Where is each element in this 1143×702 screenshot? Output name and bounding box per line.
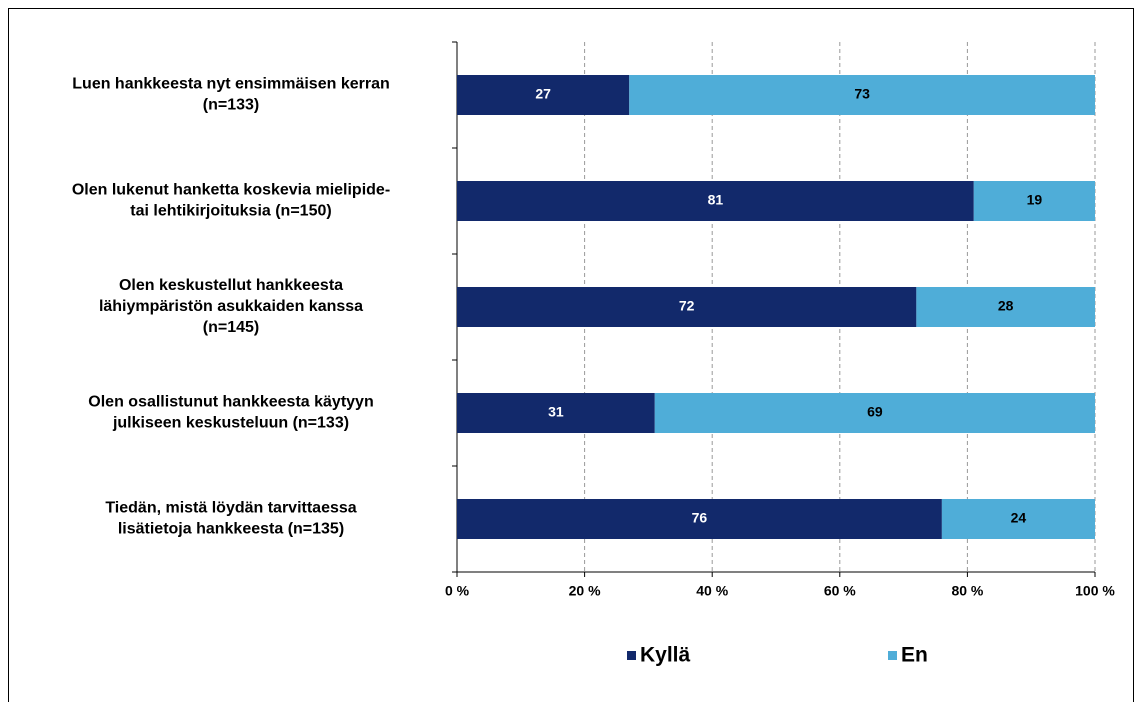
bar-segment [916, 287, 1095, 327]
data-label: 27 [535, 86, 551, 102]
bar-segment [973, 181, 1095, 221]
bar-segment [941, 499, 1095, 539]
bar-segment [457, 181, 974, 221]
legend-swatch [888, 651, 897, 660]
legend-swatch [627, 651, 636, 660]
x-tick-label: 100 % [1075, 583, 1115, 599]
category-label: Olen lukenut hanketta koskevia mielipide… [72, 182, 390, 199]
bar-segment [457, 499, 942, 539]
data-label: 81 [708, 192, 724, 208]
bar-segment [654, 393, 1095, 433]
category-label: Luen hankkeesta nyt ensimmäisen kerran [72, 76, 389, 93]
frame [8, 8, 1134, 702]
x-tick-label: 20 % [569, 583, 601, 599]
x-tick-label: 80 % [951, 583, 983, 599]
category-label: (n=133) [203, 97, 259, 114]
category-label: lähiympäristön asukkaiden kanssa [99, 298, 363, 315]
bar-segment [457, 75, 630, 115]
data-label: 73 [854, 86, 870, 102]
legend-label: En [901, 644, 928, 667]
data-label: 31 [548, 404, 564, 420]
data-label: 19 [1027, 192, 1043, 208]
data-label: 72 [679, 298, 695, 314]
category-label: Tiedän, mistä löydän tarvittaessa [105, 500, 356, 517]
category-label: julkiseen keskusteluun (n=133) [112, 415, 349, 432]
data-label: 76 [692, 510, 708, 526]
bar-segment [457, 393, 655, 433]
category-label: tai lehtikirjoituksia (n=150) [130, 203, 331, 220]
category-label: (n=145) [203, 319, 259, 336]
category-label: Olen osallistunut hankkeesta käytyyn [88, 394, 373, 411]
data-label: 24 [1011, 510, 1027, 526]
bar-segment [629, 75, 1095, 115]
category-label: lisätietoja hankkeesta (n=135) [118, 521, 344, 538]
x-tick-label: 40 % [696, 583, 728, 599]
x-tick-label: 0 % [445, 583, 470, 599]
x-tick-label: 60 % [824, 583, 856, 599]
bar-segment [457, 287, 917, 327]
category-label: Olen keskustellut hankkeesta [119, 277, 343, 294]
legend-label: Kyllä [640, 644, 691, 667]
data-label: 69 [867, 404, 883, 420]
data-label: 28 [998, 298, 1014, 314]
